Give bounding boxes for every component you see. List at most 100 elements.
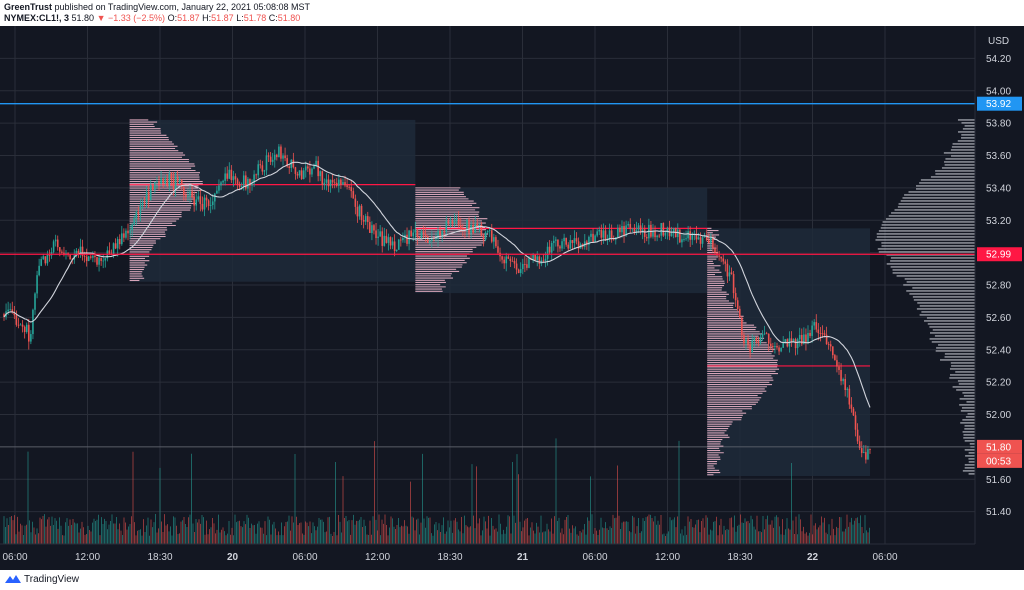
candle-body bbox=[15, 315, 18, 325]
candle-body bbox=[410, 230, 412, 237]
candle-body bbox=[329, 179, 332, 187]
candle-body bbox=[654, 231, 656, 238]
symbol-name[interactable]: NYMEX:CL1!, 3 bbox=[4, 13, 70, 23]
session-boxes bbox=[129, 119, 870, 477]
candle-body bbox=[695, 233, 698, 240]
candle-body bbox=[172, 178, 175, 190]
candle-body bbox=[759, 337, 762, 343]
price-labels: 53.92 52.99 51.80 00:53 bbox=[977, 96, 1022, 468]
candle-body bbox=[104, 258, 107, 261]
candle-body bbox=[207, 200, 210, 206]
candle-body bbox=[569, 240, 572, 249]
candle-body bbox=[269, 156, 272, 162]
candle-body bbox=[137, 211, 140, 214]
candle-body bbox=[439, 230, 441, 238]
price-tick-label: 53.80 bbox=[986, 119, 1011, 130]
candle-body bbox=[373, 225, 375, 231]
price-chart[interactable]: USD 54.2054.0053.8053.6053.4053.2053.005… bbox=[0, 26, 1024, 570]
candle-body bbox=[592, 233, 594, 243]
candle-body bbox=[203, 197, 206, 210]
candle-body bbox=[714, 248, 716, 253]
price-label-bg bbox=[977, 96, 1022, 111]
candle-body bbox=[193, 197, 195, 206]
candle-body bbox=[825, 334, 828, 345]
candle-body bbox=[621, 225, 623, 233]
candle-body bbox=[391, 241, 394, 246]
candle-body bbox=[712, 237, 714, 249]
candle-body bbox=[383, 235, 386, 246]
price-tick-label: 51.40 bbox=[986, 507, 1011, 518]
candle-body bbox=[75, 250, 78, 256]
candle-body bbox=[664, 232, 667, 236]
candle-body bbox=[809, 332, 811, 336]
candle-body bbox=[83, 256, 86, 257]
candle-body bbox=[778, 347, 780, 352]
candle-body bbox=[468, 219, 470, 234]
volume-bars bbox=[3, 438, 870, 544]
time-axis[interactable]: 06:00 12:00 18:30 20 06:00 12:00 18:30 21 06:00 1… bbox=[0, 543, 1024, 570]
candle-body bbox=[455, 218, 458, 221]
candle-body bbox=[596, 231, 598, 236]
candle-body bbox=[94, 255, 96, 258]
candle-body bbox=[298, 170, 301, 176]
candle-body bbox=[836, 360, 838, 367]
tradingview-logo-icon[interactable] bbox=[4, 573, 22, 585]
time-tick-label: 18:30 bbox=[147, 552, 172, 563]
candle-body bbox=[170, 173, 173, 179]
candle-body bbox=[586, 241, 588, 245]
candle-body bbox=[143, 202, 146, 204]
candle-body bbox=[381, 231, 384, 246]
candle-body bbox=[445, 221, 448, 233]
candle-body bbox=[294, 167, 297, 174]
candle-body bbox=[602, 230, 605, 238]
candle-body bbox=[645, 236, 648, 239]
candle-body bbox=[503, 259, 505, 264]
candle-body bbox=[637, 225, 640, 230]
candle-body bbox=[743, 335, 745, 344]
candle-body bbox=[557, 239, 559, 247]
countdown-bg bbox=[977, 453, 1022, 468]
candle-body bbox=[511, 260, 514, 262]
close-label: C: bbox=[268, 13, 278, 23]
candle-body bbox=[92, 255, 94, 258]
candle-body bbox=[358, 205, 361, 217]
candle-body bbox=[807, 332, 809, 344]
candle-body bbox=[612, 238, 615, 240]
candle-body bbox=[147, 191, 150, 201]
candle-body bbox=[224, 173, 226, 181]
candle-body bbox=[811, 325, 813, 336]
candle-body bbox=[819, 333, 822, 334]
candle-body bbox=[166, 178, 169, 186]
candle-body bbox=[633, 228, 636, 233]
candle-body bbox=[588, 236, 590, 245]
candle-body bbox=[484, 232, 487, 240]
candle-body bbox=[348, 186, 350, 188]
candle-body bbox=[594, 235, 596, 243]
candle-body bbox=[360, 205, 363, 220]
candle-body bbox=[798, 334, 801, 340]
candle-body bbox=[234, 176, 237, 180]
candle-body bbox=[608, 230, 611, 239]
candle-body bbox=[691, 233, 694, 240]
moving-average-line bbox=[3, 161, 871, 408]
candle-body bbox=[87, 256, 90, 261]
candle-body bbox=[271, 159, 274, 162]
candle-body bbox=[753, 337, 756, 341]
candle-body bbox=[749, 344, 751, 353]
candle-body bbox=[604, 230, 607, 240]
candle-body bbox=[112, 243, 115, 256]
candle-body bbox=[96, 257, 98, 265]
candle-body bbox=[860, 448, 863, 453]
candle-body bbox=[180, 179, 183, 187]
candle-body bbox=[123, 233, 125, 238]
candle-body bbox=[34, 293, 36, 310]
horizontal-lines bbox=[0, 103, 975, 448]
candle-body bbox=[776, 346, 778, 348]
publisher-name[interactable]: GreenTrust bbox=[4, 2, 53, 12]
tradingview-brand[interactable]: TradingView bbox=[24, 574, 80, 585]
candle-body bbox=[784, 339, 787, 343]
candle-body bbox=[164, 178, 167, 184]
candle-body bbox=[457, 218, 460, 226]
time-tick-label: 18:30 bbox=[437, 552, 462, 563]
candle-body bbox=[482, 235, 485, 240]
